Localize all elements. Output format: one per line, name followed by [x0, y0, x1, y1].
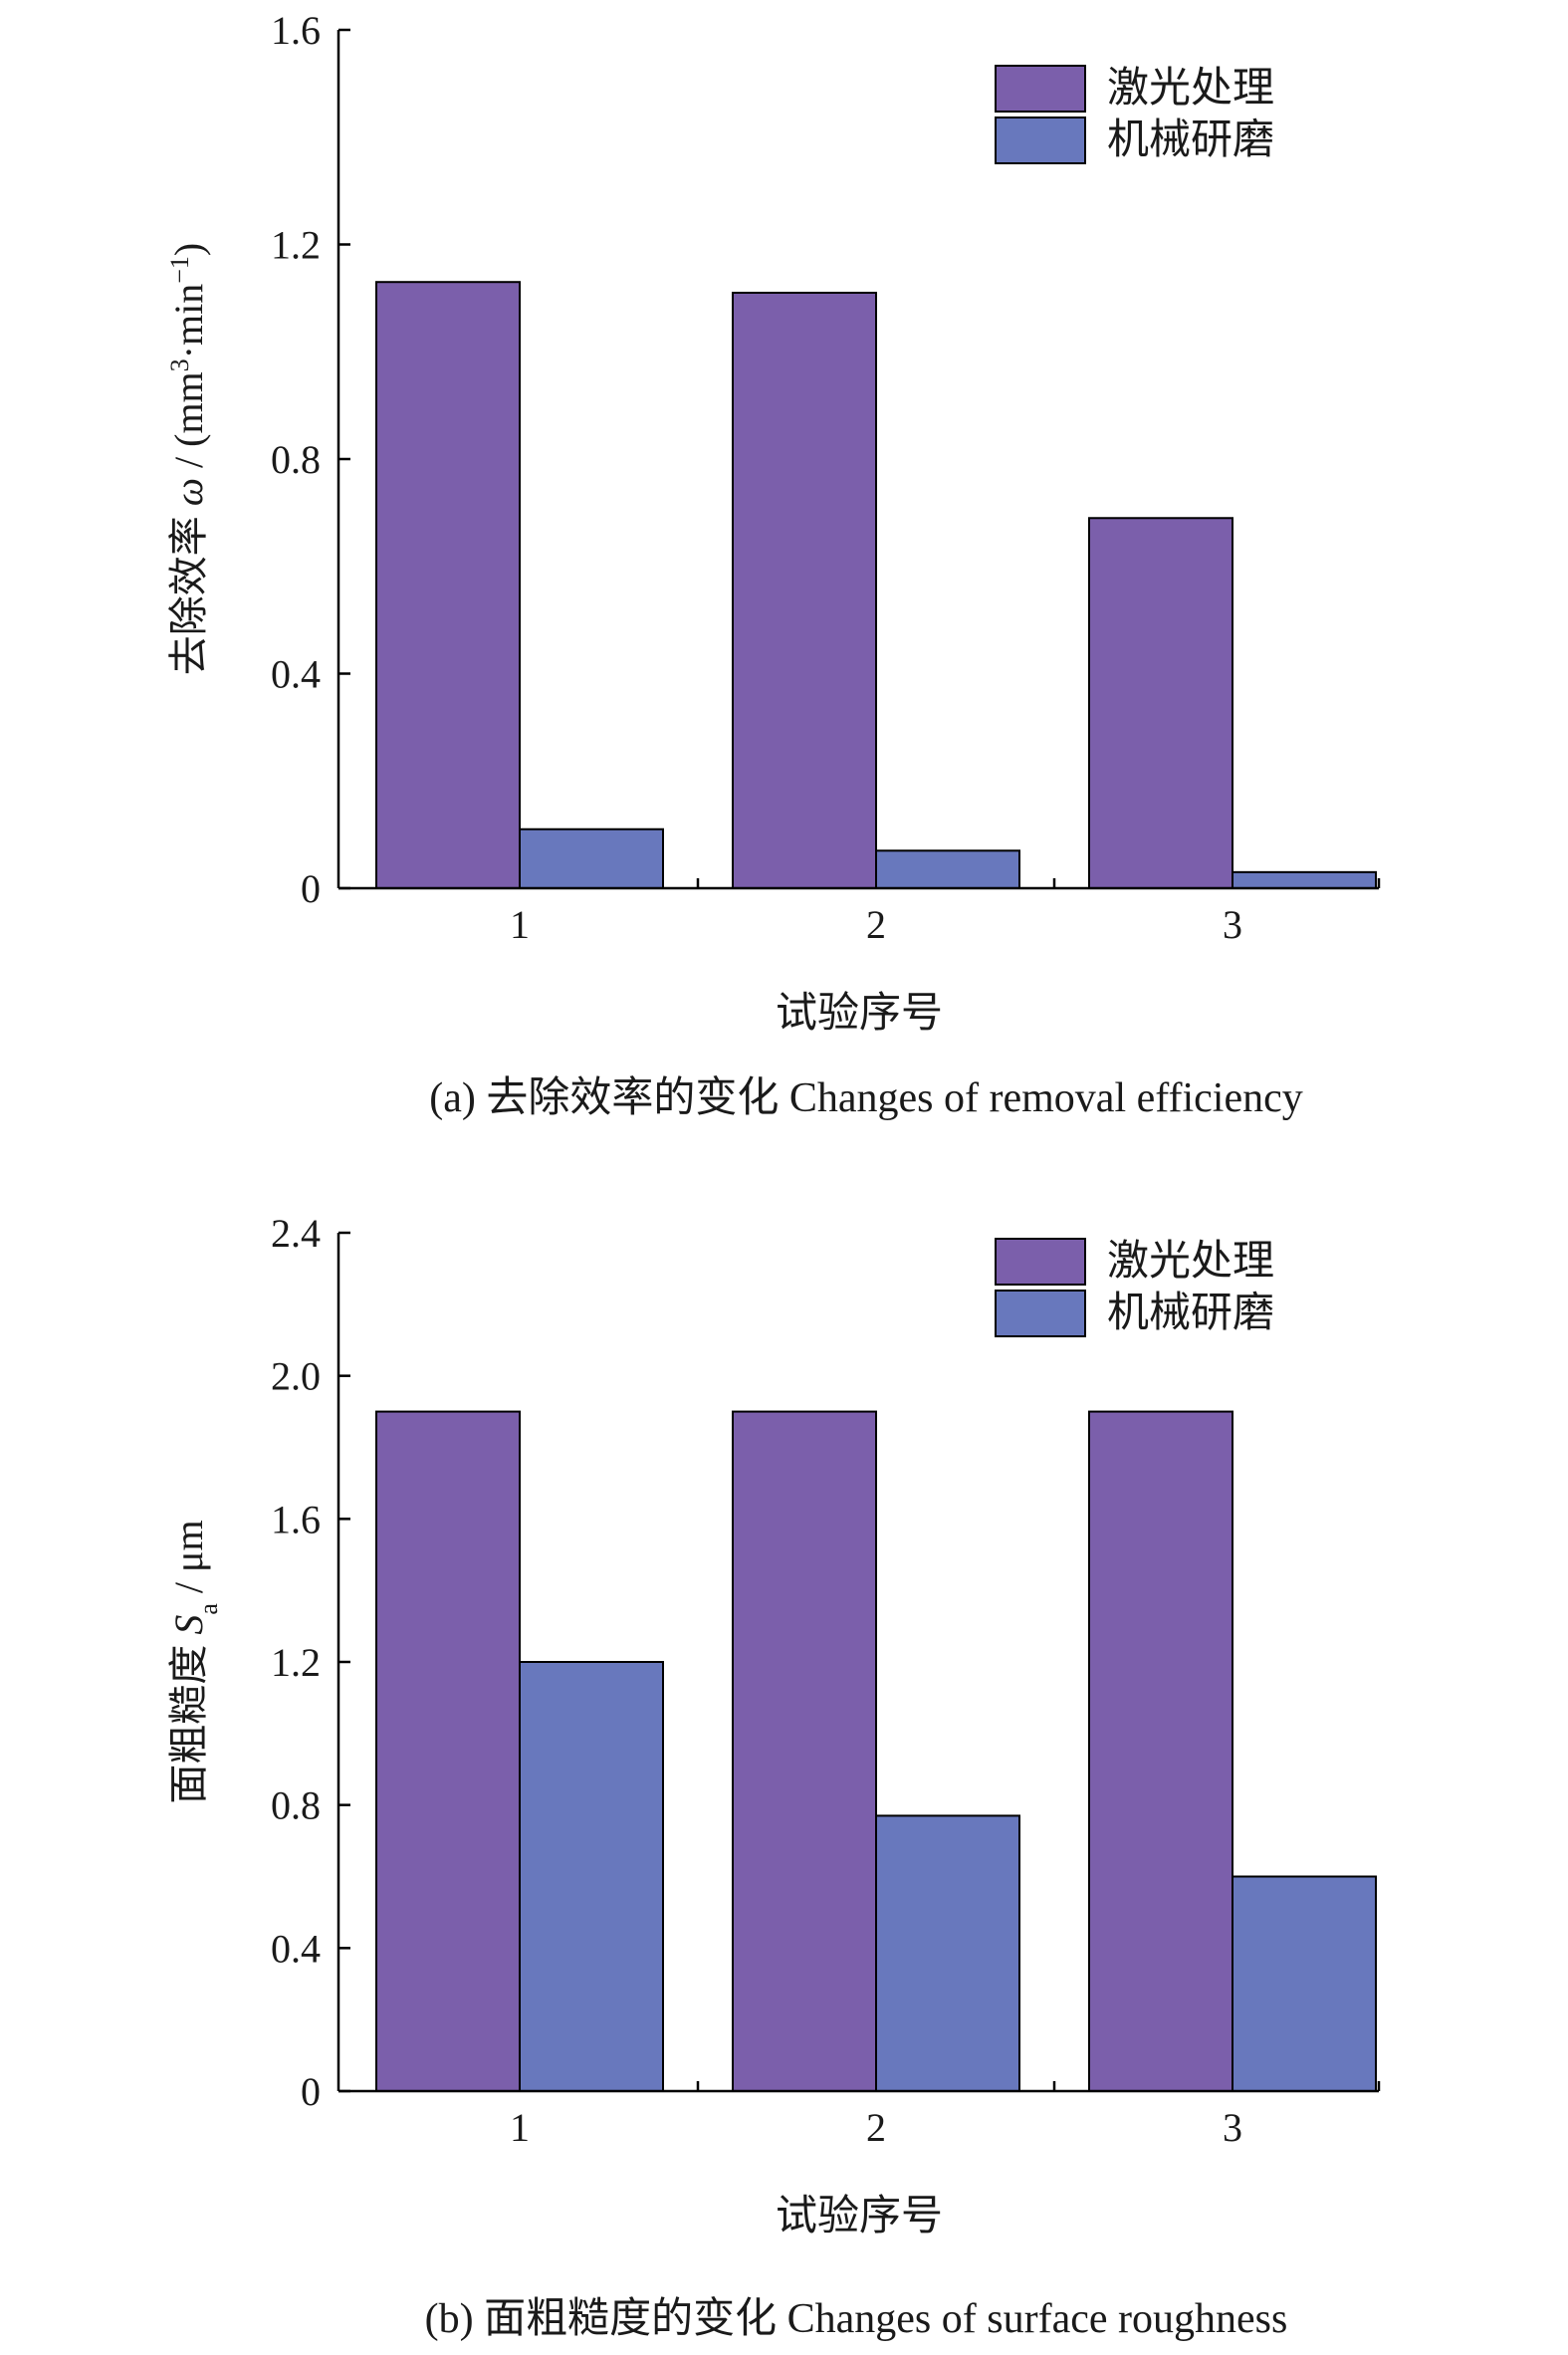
legend-label-grinding: 机械研磨	[1107, 118, 1274, 163]
y-tick-label: 2.4	[271, 1211, 321, 1256]
bar-grinding-1	[519, 827, 664, 889]
x-axis-label: 试验序号	[776, 2193, 943, 2239]
chart-caption: (b) 面粗糙度的变化 Changes of surface roughness	[425, 2295, 1288, 2342]
y-axis-label-sub: a	[194, 1603, 223, 1615]
y-axis-label-prefix: 面粗糙度	[166, 1635, 211, 1804]
x-ticks: 1 2 3	[510, 2081, 1381, 2150]
x-tick-label: 1	[510, 902, 530, 947]
x-ticks: 1 2 3	[510, 878, 1381, 947]
x-tick-label: 2	[866, 902, 886, 947]
bars	[375, 1410, 1377, 2093]
x-tick-label: 3	[1223, 902, 1242, 947]
y-tick-label: 1.6	[271, 8, 321, 53]
y-axis-label-sup1: 3	[165, 358, 194, 371]
bar-laser-2	[732, 1410, 877, 2093]
legend-swatch-grinding	[995, 1290, 1086, 1337]
bar-laser-1	[375, 281, 521, 889]
y-tick-label: 0	[301, 2069, 321, 2114]
y-ticks: 0 0.4 0.8 1.2 1.6	[271, 8, 350, 911]
y-tick-label: 2.0	[271, 1354, 321, 1399]
y-axis-label-unit: / μm	[166, 1520, 211, 1603]
legend-swatch-laser	[995, 65, 1086, 113]
y-tick-label: 0.4	[271, 1926, 321, 1971]
y-axis-label-sup2: −1	[165, 256, 194, 284]
chart-caption: (a) 去除效率的变化 Changes of removal efficienc…	[429, 1074, 1302, 1121]
legend-label-grinding: 机械研磨	[1107, 1291, 1274, 1336]
y-tick-label: 0.8	[271, 1783, 321, 1828]
legend-label-laser: 激光处理	[1107, 66, 1274, 112]
bar-laser-3	[1088, 1410, 1233, 2093]
y-tick-label: 1.2	[271, 1640, 321, 1685]
legend-label-laser: 激光处理	[1107, 1239, 1274, 1285]
y-axis-label-unit-mid: ·min	[166, 284, 211, 359]
y-axis-label-unit-pre: / (mm	[166, 371, 211, 478]
bar-grinding-1	[519, 1661, 664, 2092]
y-axis-label-symbol: S	[166, 1615, 211, 1635]
bar-grinding-3	[1232, 870, 1377, 890]
y-axis-label-symbol: ω	[166, 478, 211, 506]
bar-laser-2	[732, 291, 877, 889]
y-ticks: 0 0.4 0.8 1.2 1.6 2.0 2.4	[271, 1211, 350, 2114]
y-tick-label: 0.8	[271, 437, 321, 482]
y-axis-label-prefix: 去除效率	[166, 506, 211, 675]
bar-grinding-3	[1232, 1875, 1377, 2092]
bar-laser-1	[375, 1410, 521, 2093]
legend-swatch-laser	[995, 1238, 1086, 1286]
y-axis-label-unit-post: )	[166, 243, 211, 256]
bar-grinding-2	[875, 849, 1020, 889]
x-tick-label: 2	[866, 2105, 886, 2150]
bar-grinding-2	[875, 1814, 1020, 2092]
bars	[375, 281, 1377, 890]
bar-laser-3	[1088, 517, 1233, 889]
x-tick-label: 3	[1223, 2105, 1242, 2150]
y-axis-label: 面粗糙度 Sa / μm	[166, 1520, 223, 1803]
x-axis-label: 试验序号	[776, 990, 943, 1037]
y-tick-label: 0.4	[271, 652, 321, 697]
x-tick-label: 1	[510, 2105, 530, 2150]
y-axis-label: 去除效率 ω / (mm3·min−1)	[165, 243, 212, 675]
y-tick-label: 1.2	[271, 223, 321, 268]
legend-swatch-grinding	[995, 117, 1086, 164]
y-tick-label: 0	[301, 866, 321, 911]
y-tick-label: 1.6	[271, 1497, 321, 1541]
